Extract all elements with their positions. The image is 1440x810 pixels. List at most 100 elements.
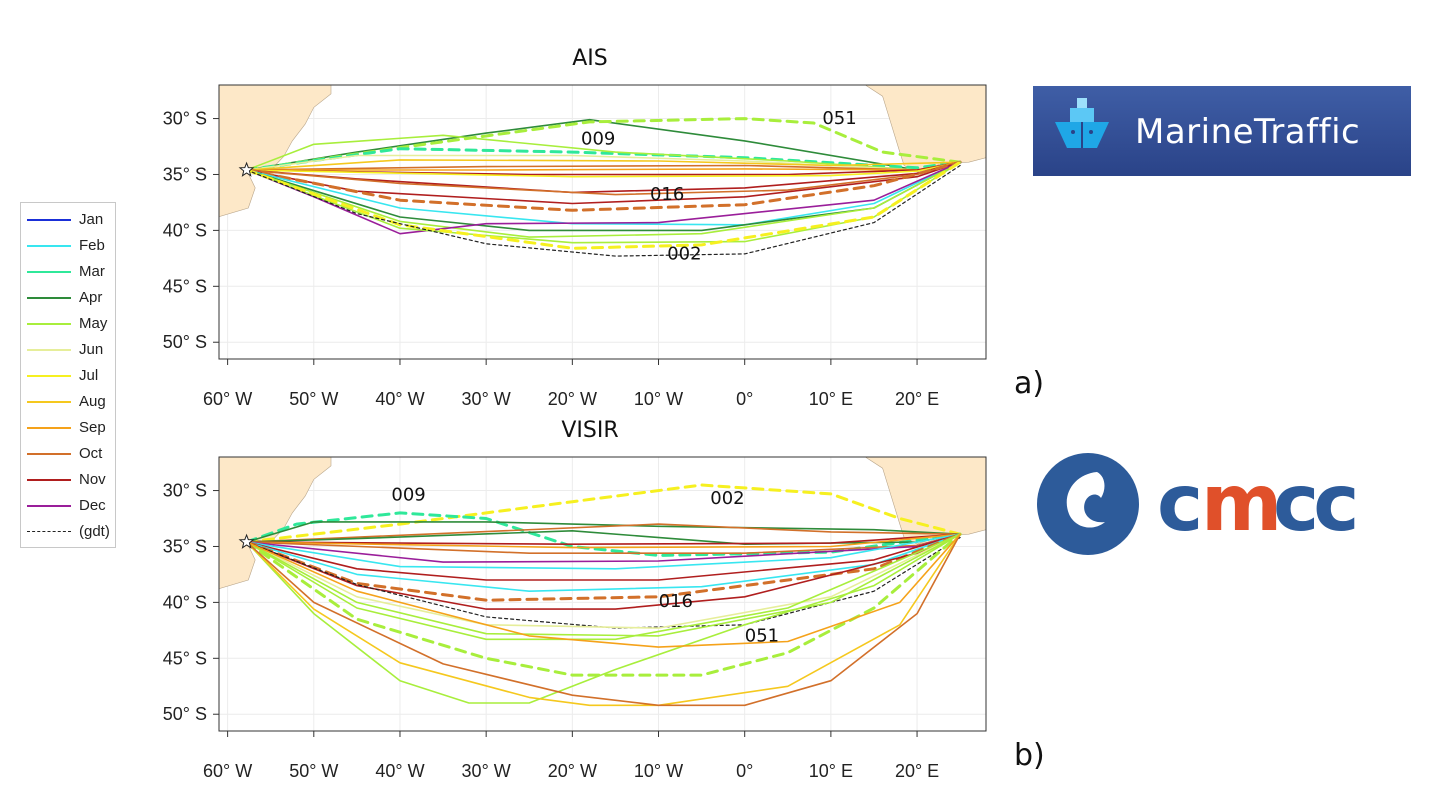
ship-icon [1055, 98, 1109, 148]
route-line-oct [245, 532, 962, 602]
legend-item-gdt: (gdt) [27, 521, 115, 543]
route-line-nov [245, 533, 961, 545]
x-tick-label: 10° E [809, 761, 853, 781]
map-panel-ais: 009 051 016 002 60° W 50° W 40° W 30° W 20° W 10°… [163, 84, 987, 409]
route-label: 009 [391, 485, 425, 506]
x-tick-label: 60° W [203, 389, 252, 409]
route-label: 016 [650, 184, 684, 205]
route-line-aug [245, 533, 961, 707]
legend-swatch [27, 375, 71, 377]
route-line-jul [245, 160, 962, 250]
land-southern-africa [864, 457, 986, 545]
legend-swatch [27, 427, 71, 429]
panel-letter-b: b) [1014, 738, 1045, 773]
land-southern-africa [864, 85, 986, 173]
route-line-oct [245, 160, 962, 212]
route-line-feb [245, 533, 961, 570]
month-legend: Jan Feb Mar Apr May Jun Jul Aug Sep Oct Nov Dec (gdt… [20, 202, 116, 548]
route-line-gdt [246, 164, 961, 257]
y-tick-label: 35° S [163, 164, 207, 184]
legend-swatch [27, 349, 71, 351]
panel-title-ais: AIS [572, 46, 608, 71]
x-tick-label: 20° W [548, 389, 597, 409]
route-line-sep [245, 533, 961, 648]
land-south-america [219, 457, 332, 589]
x-tick-label: 10° W [634, 761, 683, 781]
route-line-aug [245, 159, 961, 171]
legend-swatch [27, 531, 71, 532]
legend-label: Sep [79, 419, 106, 436]
route-label: 051 [822, 108, 856, 129]
legend-item-Sep: Sep [27, 417, 115, 439]
x-tick-label: 10° W [634, 389, 683, 409]
legend-item-Jun: Jun [27, 339, 115, 361]
legend-item-Nov: Nov [27, 469, 115, 491]
route-line-feb [245, 533, 961, 592]
legend-swatch [27, 245, 71, 247]
departure-star-icon [238, 161, 255, 177]
route-line-oct [245, 533, 961, 707]
y-tick-label: 40° S [163, 592, 207, 612]
legend-label: Jun [79, 341, 104, 358]
x-tick-label: 20° E [895, 761, 939, 781]
x-tick-label: 10° E [809, 389, 853, 409]
legend-swatch [27, 271, 71, 273]
svg-text:cc: cc [1273, 459, 1355, 549]
route-line-oct [245, 523, 961, 543]
x-tick-label: 30° W [462, 389, 511, 409]
route-line-jul [245, 483, 962, 544]
legend-label: Mar [79, 263, 105, 280]
x-tick-label: 40° W [375, 389, 424, 409]
route-line-sep [245, 533, 961, 549]
legend-swatch [27, 479, 71, 481]
marinetraffic-text: MarineTraffic [1135, 112, 1361, 152]
legend-item-Feb: Feb [27, 235, 115, 257]
route-label: 051 [745, 626, 779, 647]
marinetraffic-logo: MarineTraffic [1033, 86, 1411, 176]
legend-label: Apr [79, 289, 103, 306]
route-line-feb [245, 161, 961, 226]
map-background [219, 85, 986, 359]
legend-swatch [27, 505, 71, 507]
legend-item-Oct: Oct [27, 443, 115, 465]
legend-swatch [27, 219, 71, 221]
route-line-gdt [246, 536, 961, 629]
wave-swirl-icon [1037, 453, 1139, 555]
x-tick-label: 0° [736, 761, 753, 781]
route-line-may [245, 161, 961, 244]
y-tick-label: 30° S [163, 481, 207, 501]
route-line-jul [245, 161, 961, 178]
y-tick-label: 50° S [163, 704, 207, 724]
y-tick-label: 30° S [163, 109, 207, 129]
route-line-may [245, 533, 961, 641]
route-label: 016 [659, 591, 693, 612]
x-tick-label: 30° W [462, 761, 511, 781]
legend-swatch [27, 401, 71, 403]
legend-item-Apr: Apr [27, 287, 115, 309]
legend-item-Aug: Aug [27, 391, 115, 413]
legend-label: (gdt) [79, 523, 110, 540]
departure-star-icon [238, 533, 255, 549]
legend-item-May: May [27, 313, 115, 335]
route-line-nov [245, 533, 961, 581]
route-line-may [245, 161, 961, 238]
route-line-may [245, 532, 962, 677]
x-tick-label: 40° W [375, 761, 424, 781]
map-frame [218, 84, 987, 360]
y-tick-label: 45° S [163, 276, 207, 296]
legend-item-Jan: Jan [27, 209, 115, 231]
svg-text:m: m [1201, 459, 1278, 549]
route-line-jun [245, 533, 961, 629]
map-panel-visir: 009 002 016 051 60° W 50° W 40° W 30° W 20° W 10°… [163, 456, 987, 781]
route-line-may [245, 533, 961, 637]
legend-label: Nov [79, 471, 106, 488]
legend-label: Feb [79, 237, 105, 254]
y-tick-label: 45° S [163, 648, 207, 668]
legend-swatch [27, 323, 71, 325]
x-tick-label: 0° [736, 389, 753, 409]
legend-label: Jan [79, 211, 104, 228]
x-tick-label: 60° W [203, 761, 252, 781]
x-tick-label: 20° W [548, 761, 597, 781]
route-label: 009 [581, 128, 615, 149]
